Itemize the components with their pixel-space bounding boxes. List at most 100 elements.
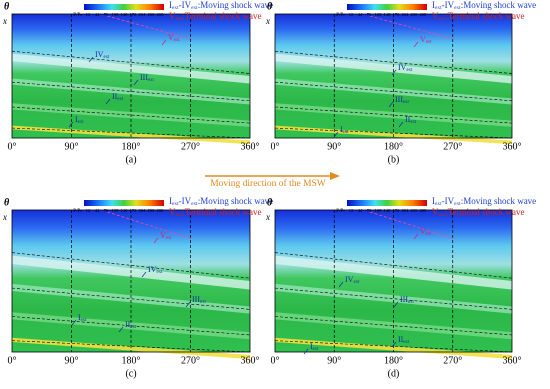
subscript: ext — [117, 97, 124, 102]
colorbar-tick: 172 — [393, 12, 400, 17]
tick-label: 180° — [122, 355, 141, 366]
subscript: 0 — [80, 209, 82, 213]
text-part: IV — [345, 275, 354, 284]
text-part: :Moving shock wave — [198, 196, 274, 206]
annotation-pointer — [391, 341, 397, 348]
colorbar-tick: 236 — [411, 12, 419, 17]
annotation: Iext — [75, 115, 84, 125]
annotation-pointer — [71, 319, 77, 326]
colorbar-tick: 44 — [95, 208, 100, 213]
colorbar-tick: 268 — [157, 12, 165, 17]
annotation-pointer — [388, 101, 394, 108]
tick-label: 0° — [8, 355, 17, 366]
colorbar-tick: 204 — [139, 208, 147, 213]
subscript: ext — [78, 120, 85, 125]
subscript: ext — [166, 236, 173, 241]
subscript: ext — [410, 120, 417, 125]
text-part: II — [112, 92, 118, 101]
dashed-shock — [274, 340, 513, 353]
colorbar-tick: 268 — [420, 12, 428, 17]
annotation-pointer — [161, 39, 167, 46]
text-part: :Terminal shock wave — [182, 11, 261, 21]
text-part: :Terminal shock wave — [445, 207, 524, 217]
annotation-pointer — [413, 233, 419, 240]
colorbar — [84, 4, 164, 10]
text-part: V — [169, 207, 176, 217]
text-part: -IV — [442, 196, 455, 206]
colorbar-tick: 12 — [349, 208, 354, 213]
panel: θx0° 90° 180° 270° 360°(a)P/P0 12 44 76 108 140 17… — [2, 0, 273, 165]
shock-band — [12, 337, 250, 360]
panel-label: (b) — [388, 154, 400, 165]
panel: θx0° 90° 180° 270° 360°(c)P/P0 12 44 76 108 140 17… — [2, 196, 273, 379]
colorbar-tick: 44 — [358, 12, 363, 17]
subscript: ext — [426, 232, 433, 237]
text-part: P/P — [73, 209, 80, 214]
colorbar — [347, 200, 427, 206]
tick-label: 180° — [384, 355, 403, 366]
colorbar-label: P/P0 — [73, 13, 82, 18]
subscript: ext — [148, 78, 155, 83]
tick-label: 270° — [443, 141, 462, 152]
legend-terminal: Vext:Terminal shock wave — [169, 207, 261, 218]
colorbar-label: P/P0 — [336, 13, 345, 18]
subscript: ext — [454, 5, 461, 11]
colorbar-tick: 12 — [349, 12, 354, 17]
colorbar-tick: 236 — [411, 208, 419, 213]
tick-label: 0° — [8, 141, 17, 152]
annotation: IVext — [95, 50, 110, 60]
subscript: ext — [353, 280, 360, 285]
subscript: 0 — [343, 13, 345, 17]
text-part: IV — [148, 265, 157, 274]
annotation: Vext — [420, 227, 432, 237]
subscript: 0 — [80, 13, 82, 17]
legend-moving: Iext-IVext:Moving shock wave — [432, 196, 536, 207]
subscript: ext — [174, 38, 181, 43]
plot-frame — [274, 13, 513, 139]
text-part: I — [169, 0, 172, 10]
annotation: Vext — [420, 35, 432, 45]
text-part: :Moving shock wave — [461, 196, 537, 206]
annotation: IIIext — [400, 295, 415, 305]
text-part: IV — [398, 63, 407, 72]
annotation-pointer — [88, 56, 94, 63]
x-label: x — [2, 212, 7, 222]
colorbar-tick: 44 — [358, 208, 363, 213]
theta-label: θ — [267, 197, 273, 208]
annotation-pointer — [185, 301, 191, 308]
colorbar-tick: 172 — [130, 208, 137, 213]
text-part: V — [160, 231, 166, 240]
colorbar-tick: 108 — [375, 208, 383, 213]
theta-label: θ — [267, 1, 273, 12]
text-part: IV — [95, 50, 104, 59]
text-part: :Terminal shock wave — [182, 207, 261, 217]
tick-label: 360° — [503, 355, 522, 366]
text-part: I — [78, 313, 81, 322]
subscript: ext — [313, 347, 320, 352]
text-part: V — [432, 207, 439, 217]
text-part: -IV — [179, 0, 192, 10]
x-label: x — [2, 16, 7, 26]
plot-frame — [11, 13, 251, 139]
colorbar-tick: 12 — [86, 12, 91, 17]
colorbar-tick: 172 — [130, 12, 137, 17]
colorbar-tick: 76 — [367, 12, 372, 17]
colorbar-tick: 140 — [384, 208, 392, 213]
annotation-pointer — [153, 237, 159, 244]
colorbar-tick: 140 — [121, 12, 129, 17]
colorbar-tick: 12 — [86, 208, 91, 213]
colorbar-tick: 172 — [393, 208, 400, 213]
annotation: Iext — [310, 342, 319, 352]
annotation-pointer — [338, 281, 344, 288]
colorbar-label: P/P0 — [73, 209, 82, 214]
annotation-pointer — [303, 348, 309, 355]
annotation: IIIext — [140, 73, 155, 83]
colorbar-tick: 268 — [157, 208, 165, 213]
annotation-pointer — [393, 301, 399, 308]
text-part: I — [432, 0, 435, 10]
arrow-label: Moving direction of the MSW — [210, 178, 326, 189]
annotation: IVext — [148, 265, 163, 275]
tick-label: 360° — [241, 355, 260, 366]
annotation: Iext — [78, 313, 87, 323]
terminal-line — [369, 15, 453, 40]
